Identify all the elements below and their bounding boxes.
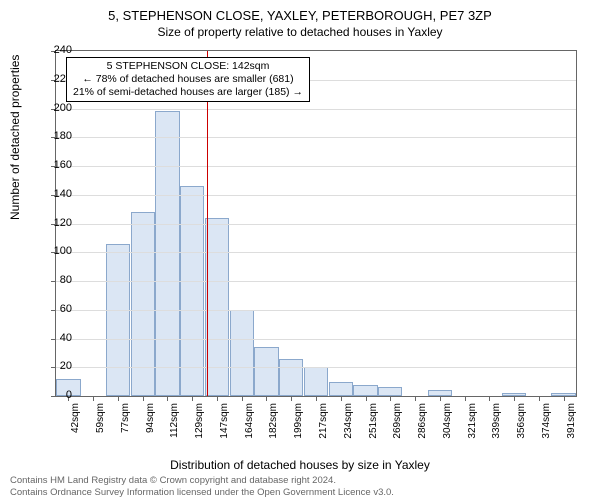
y-tick-label: 160: [42, 159, 72, 171]
histogram-bar: [378, 387, 402, 396]
y-tick-label: 40: [42, 332, 72, 344]
plot-area: 5 STEPHENSON CLOSE: 142sqm ← 78% of deta…: [55, 50, 577, 397]
annotation-line1: 5 STEPHENSON CLOSE: 142sqm: [73, 60, 303, 73]
annotation-line3: 21% of semi-detached houses are larger (…: [73, 86, 303, 99]
histogram-bar: [230, 310, 254, 396]
annotation-box: 5 STEPHENSON CLOSE: 142sqm ← 78% of deta…: [66, 57, 310, 102]
chart-container: 5, STEPHENSON CLOSE, YAXLEY, PETERBOROUG…: [0, 0, 600, 500]
x-tick-label: 251sqm: [368, 403, 379, 439]
x-tick-label: 129sqm: [194, 403, 205, 439]
y-tick-label: 180: [42, 130, 72, 142]
x-tick-label: 391sqm: [566, 403, 577, 439]
y-tick-label: 20: [42, 360, 72, 372]
histogram-bar: [279, 359, 303, 396]
x-tick-label: 147sqm: [219, 403, 230, 439]
attribution: Contains HM Land Registry data © Crown c…: [10, 475, 590, 498]
x-tick-label: 234sqm: [343, 403, 354, 439]
x-tick-label: 304sqm: [442, 403, 453, 439]
x-axis-label: Distribution of detached houses by size …: [0, 458, 600, 472]
attribution-line1: Contains HM Land Registry data © Crown c…: [10, 475, 590, 486]
chart-subtitle: Size of property relative to detached ho…: [0, 23, 600, 39]
x-tick-label: 112sqm: [169, 403, 180, 438]
histogram-bar: [205, 218, 229, 396]
histogram-bar: [180, 186, 204, 396]
x-tick-label: 59sqm: [95, 403, 106, 433]
histogram-bar: [106, 244, 130, 396]
y-tick-label: 0: [42, 389, 72, 401]
y-tick-label: 240: [42, 44, 72, 56]
attribution-line2: Contains Ordnance Survey Information lic…: [10, 487, 590, 498]
x-tick-label: 269sqm: [392, 403, 403, 439]
x-tick-label: 321sqm: [467, 403, 478, 439]
x-tick-label: 217sqm: [318, 403, 329, 439]
chart-title: 5, STEPHENSON CLOSE, YAXLEY, PETERBOROUG…: [0, 0, 600, 23]
y-axis-label: Number of detached properties: [8, 55, 22, 220]
x-tick-label: 182sqm: [268, 403, 279, 439]
x-tick-label: 374sqm: [541, 403, 552, 439]
annotation-line2: ← 78% of detached houses are smaller (68…: [73, 73, 303, 86]
y-tick-label: 200: [42, 102, 72, 114]
y-tick-label: 100: [42, 245, 72, 257]
x-tick-label: 42sqm: [70, 403, 81, 433]
x-tick-label: 164sqm: [244, 403, 255, 439]
x-tick-label: 199sqm: [293, 403, 304, 439]
histogram-bar: [131, 212, 155, 396]
histogram-bar: [304, 367, 328, 396]
x-tick-label: 339sqm: [491, 403, 502, 439]
y-tick-label: 120: [42, 217, 72, 229]
y-tick-label: 60: [42, 303, 72, 315]
x-tick-label: 77sqm: [120, 403, 131, 433]
y-tick-label: 140: [42, 188, 72, 200]
histogram-bar: [155, 111, 179, 396]
x-tick-label: 286sqm: [417, 403, 428, 439]
histogram-bar: [254, 347, 278, 396]
x-tick-label: 356sqm: [516, 403, 527, 439]
reference-line: [207, 51, 208, 396]
histogram-bar: [353, 385, 377, 397]
x-tick-label: 94sqm: [145, 403, 156, 433]
histogram-bar: [329, 382, 353, 396]
y-tick-label: 80: [42, 274, 72, 286]
